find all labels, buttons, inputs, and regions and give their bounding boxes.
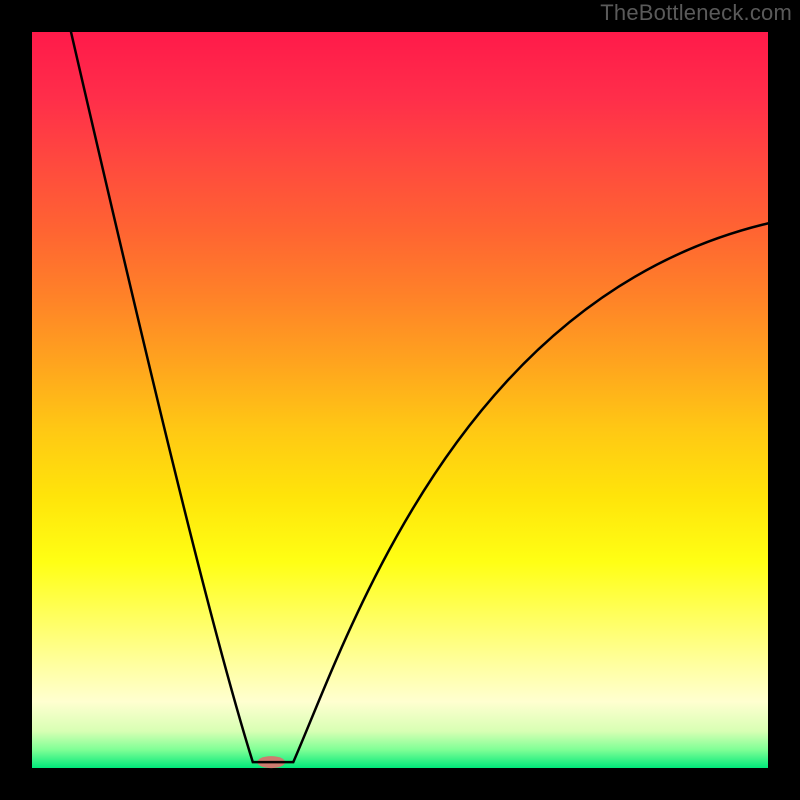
bottleneck-chart xyxy=(0,0,800,800)
plot-background xyxy=(32,32,768,768)
watermark-text: TheBottleneck.com xyxy=(600,0,792,26)
canvas-root: TheBottleneck.com xyxy=(0,0,800,800)
